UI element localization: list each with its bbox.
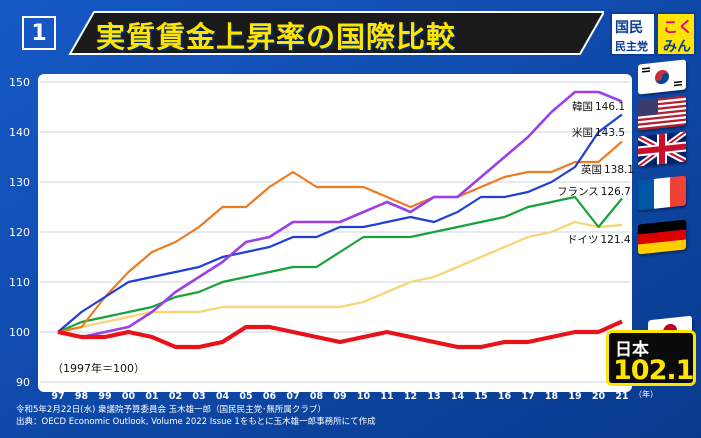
panel-number: 1 [22, 16, 56, 50]
x-tick-label: 04 [216, 391, 230, 402]
grid [40, 81, 630, 383]
x-tick-label: 03 [192, 391, 205, 402]
series-end-label: フランス 126.7 [557, 186, 631, 198]
series-line [57, 319, 623, 350]
japan-value-badge: 日本 102.1 [606, 330, 696, 386]
usa-flag-icon [638, 95, 686, 131]
logo-text-1: 国民 [615, 20, 643, 36]
series-lines [57, 90, 623, 350]
x-tick-label: 20 [592, 391, 606, 402]
logo-text-4: みん [663, 39, 691, 55]
series-line [57, 113, 623, 333]
x-tick-label: 99 [98, 391, 111, 402]
x-tick-label: 09 [333, 391, 346, 402]
germany-flag-icon [638, 219, 686, 255]
series-end-label: 韓国 146.1 [572, 101, 625, 113]
x-tick-label: 21 [615, 391, 628, 402]
y-tick-label: 150 [9, 76, 30, 89]
series-end-label: 米国 143.5 [572, 126, 625, 139]
title-banner [68, 11, 604, 55]
x-tick-label: 11 [380, 391, 393, 402]
series-end-label: 英国 138.1 [581, 163, 634, 176]
series-labels: 韓国 146.1 米国 143.5 英国 138.1 フランス 126.7 ドイツ 121.4 [557, 101, 634, 246]
x-unit-label: （年） [634, 389, 658, 399]
series-line [57, 195, 623, 334]
y-tick-label: 130 [9, 176, 30, 189]
x-tick-label: 14 [451, 391, 465, 402]
x-tick-label: 08 [310, 391, 324, 402]
x-tick-label: 98 [75, 391, 89, 402]
uk-flag-icon [638, 131, 686, 167]
x-tick-label: 10 [357, 391, 371, 402]
x-tick-label: 12 [404, 391, 417, 402]
y-tick-label: 120 [9, 226, 30, 239]
series-line [57, 140, 623, 334]
y-tick-label: 140 [9, 126, 30, 139]
korea-flag-icon [638, 59, 686, 95]
japan-badge-value: 102.1 [613, 355, 694, 386]
x-tick-label: 05 [239, 391, 252, 402]
footer-date-line: 令和5年2月22日(水) 衆議院予算委員会 玉木雄一郎（国民民主党･無所属クラブ… [16, 405, 326, 415]
x-tick-label: 17 [521, 391, 534, 402]
x-tick-label: 15 [474, 391, 487, 402]
x-tick-label: 02 [169, 391, 182, 402]
footer: 令和5年2月22日(水) 衆議院予算委員会 玉木雄一郎（国民民主党･無所属クラブ… [16, 404, 376, 428]
x-tick-label: 97 [51, 391, 64, 402]
x-tick-label: 13 [427, 391, 440, 402]
x-tick-label: 00 [122, 391, 136, 402]
footer-source-line: 出典：OECD Economic Outlook, Volume 2022 Is… [16, 417, 376, 427]
page-title: 実質賃金上昇率の国際比較 [96, 20, 457, 54]
japan-badge-label: 日本 [615, 340, 649, 360]
y-tick-label: 90 [16, 376, 30, 389]
series-line [57, 90, 623, 339]
x-tick-label: 19 [568, 391, 581, 402]
series-end-label: ドイツ 121.4 [567, 234, 631, 246]
x-tick-label: 07 [286, 391, 299, 402]
y-axis: 90 100 110 120 130 140 150 [9, 76, 30, 389]
header: 1 実質賃金上昇率の国際比較 国民 民主党 こく みん [0, 0, 701, 70]
logo-text-2: 民主党 [615, 40, 648, 53]
france-flag-icon [638, 175, 686, 211]
x-tick-label: 01 [145, 391, 158, 402]
x-tick-label: 06 [263, 391, 277, 402]
y-tick-label: 110 [9, 276, 30, 289]
base-year-note: （1997年＝100） [52, 361, 145, 375]
party-logo: 国民 民主党 こく みん [610, 12, 696, 56]
x-tick-label: 16 [498, 391, 512, 402]
x-tick-label: 18 [545, 391, 559, 402]
x-axis: 97 98 99 00 01 02 03 04 05 06 07 08 09 10 11 12 13 14 15 16… [51, 389, 658, 402]
y-tick-label: 100 [9, 326, 30, 339]
logo-text-3: こく [663, 18, 694, 36]
